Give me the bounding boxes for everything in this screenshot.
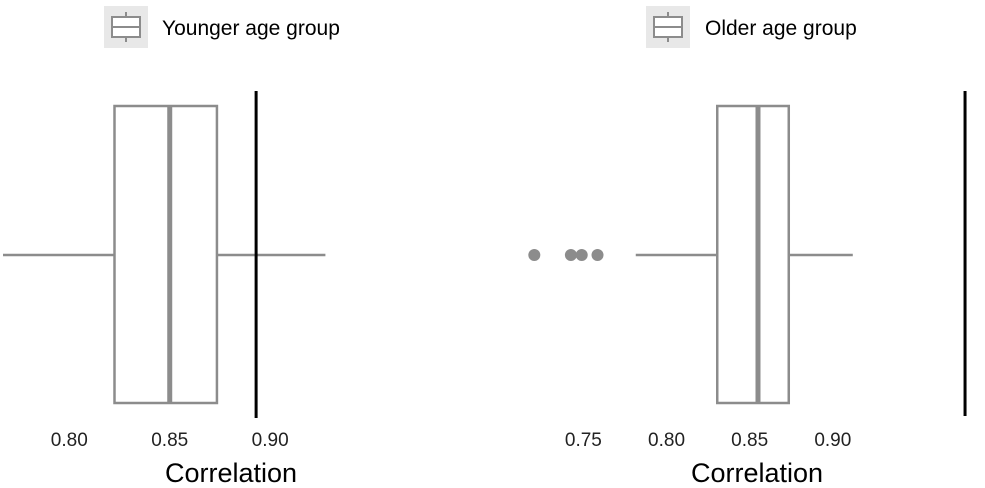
panel-older: Older age group 0.75 0.80 0.85 0.90 Correla…: [528, 6, 967, 488]
panel-younger: Younger age group 0.80 0.85 0.90 Correlati…: [3, 6, 340, 488]
x-tick-label-older: 0.80: [648, 430, 685, 451]
outlier-point-older: [575, 249, 588, 261]
box-older: [716, 104, 791, 405]
x-axis-title-younger: Correlation: [165, 458, 297, 488]
outlier-point-older: [564, 249, 577, 261]
x-tick-label-older: 0.75: [565, 430, 602, 451]
legend-younger: Younger age group: [104, 6, 340, 48]
ticks-older: 0.75 0.80 0.85 0.90: [565, 430, 851, 451]
ticks-younger: 0.80 0.85 0.90: [51, 430, 289, 451]
box-younger: [113, 104, 219, 405]
x-tick-label-older: 0.90: [814, 430, 851, 451]
legend-older: Older age group: [646, 6, 857, 48]
x-axis-title-older: Correlation: [691, 458, 823, 488]
legend-label-younger: Younger age group: [162, 17, 340, 40]
x-tick-label-younger: 0.90: [252, 430, 289, 451]
outlier-point-older: [528, 249, 541, 261]
x-tick-label-younger: 0.85: [151, 430, 188, 451]
legend-label-older: Older age group: [705, 17, 857, 40]
marks-older: [528, 91, 967, 416]
x-tick-label-younger: 0.80: [51, 430, 88, 451]
x-tick-label-older: 0.85: [731, 430, 768, 451]
outlier-point-older: [591, 249, 604, 261]
marks-younger: [3, 91, 326, 418]
